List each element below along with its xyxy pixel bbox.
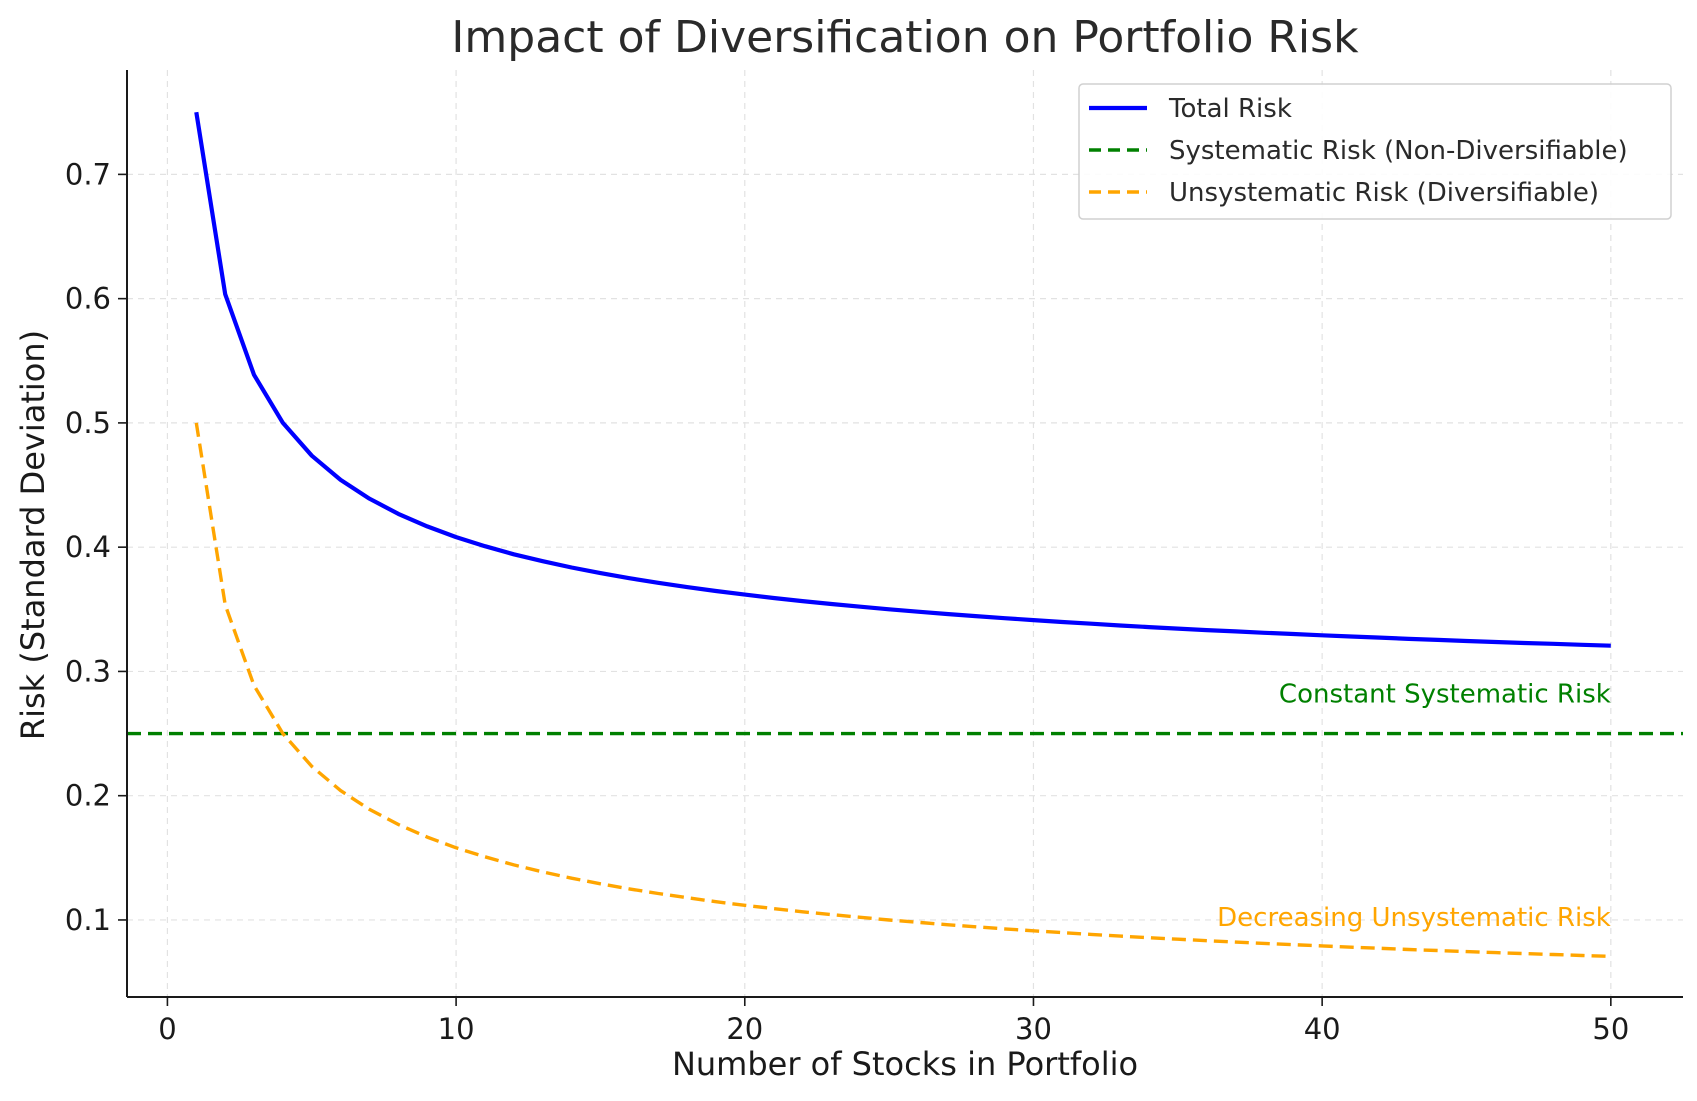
annotation-text: Constant Systematic Risk (1279, 679, 1611, 709)
x-tick-label: 20 (726, 1012, 763, 1046)
gridlines (127, 70, 1683, 997)
legend-entry-label: Total Risk (1168, 94, 1292, 124)
plot-area (127, 111, 1683, 959)
chart-title: Impact of Diversification on Portfolio R… (451, 12, 1359, 63)
legend-box (1078, 83, 1672, 220)
x-tick-label: 50 (1592, 1012, 1629, 1046)
x-tick-label: 0 (158, 1012, 176, 1046)
annotations: Constant Systematic Risk Decreasing Unsys… (1217, 679, 1611, 933)
y-tick-label: 0.3 (65, 654, 111, 688)
series-line-total-risk (194, 111, 1611, 648)
series-line-unsystematic-risk-diversifiable (194, 422, 1611, 959)
legend-entry-label: Systematic Risk (Non-Diversifiable) (1169, 136, 1628, 166)
x-tick-label: 30 (1015, 1012, 1052, 1046)
y-tick-label: 0.5 (65, 406, 111, 440)
x-tick-label: 10 (438, 1012, 475, 1046)
y-tick-label: 0.7 (65, 157, 111, 191)
axes (118, 70, 1683, 1006)
y-tick-label: 0.4 (65, 530, 111, 564)
y-axis-label: Risk (Standard Deviation) (14, 330, 52, 740)
annotation-text: Decreasing Unsystematic Risk (1217, 903, 1611, 933)
tick-labels: 0 10 20 30 40 50 0.1 0.2 0.3 0.4 0.5 0.6 0.7 (65, 157, 1629, 1046)
legend-entry-label: Unsystematic Risk (Diversifiable) (1169, 178, 1599, 208)
legend: Total Risk Systematic Risk (Non-Diversifi… (1078, 83, 1672, 220)
y-tick-label: 0.2 (65, 779, 111, 813)
x-axis-label: Number of Stocks in Portfolio (672, 1045, 1138, 1083)
x-tick-label: 40 (1304, 1012, 1341, 1046)
y-tick-label: 0.6 (65, 282, 111, 316)
y-tick-label: 0.1 (65, 903, 111, 937)
